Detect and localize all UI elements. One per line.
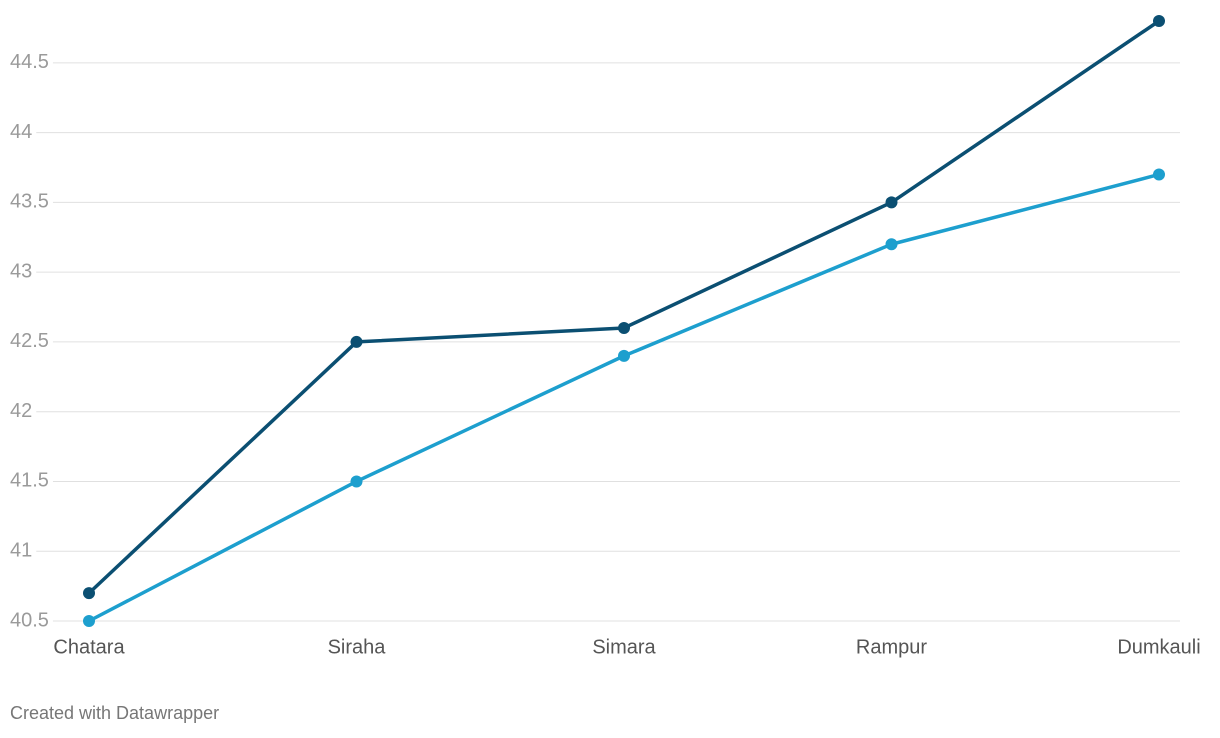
y-tick-label: 43 (10, 260, 32, 282)
y-tick-label-bg (0, 190, 53, 213)
y-tick-label-bg (0, 51, 53, 74)
footer: Created with Datawrapper (10, 703, 219, 723)
y-tick-label-bg (0, 260, 37, 283)
data-point (83, 587, 95, 600)
x-tick-label: Dumkauli (1117, 636, 1200, 658)
data-point (618, 349, 630, 362)
y-tick-label: 41 (10, 540, 32, 562)
y-tick-label: 44 (10, 121, 32, 143)
data-point (1153, 168, 1165, 181)
y-tick-label-bg (0, 399, 37, 422)
data-point (350, 475, 363, 488)
series-line (88, 172, 1160, 623)
y-tick-label-bg (0, 609, 53, 632)
y-tick-label: 43.5 (10, 191, 49, 213)
data-point (350, 335, 363, 348)
data-point (1153, 15, 1165, 27)
data-point (885, 196, 898, 209)
y-tick-label: 40.5 (10, 609, 49, 631)
x-tick-label: Rampur (856, 636, 927, 658)
y-tick-label: 41.5 (10, 470, 49, 492)
x-tick-label: Simara (592, 636, 656, 658)
data-point (618, 321, 630, 334)
x-tick-label: Siraha (328, 636, 387, 658)
x-tick-label: Chatara (53, 636, 125, 658)
data-point (83, 615, 95, 627)
y-tick-label-bg (0, 120, 37, 143)
y-tick-label-bg (0, 469, 53, 492)
y-tick-label: 44.5 (10, 51, 49, 73)
y-tick-label-bg (0, 330, 53, 353)
y-tick-label: 42 (10, 400, 32, 422)
data-point (885, 238, 898, 251)
y-tick-label-bg (0, 539, 37, 562)
y-tick-label: 42.5 (10, 330, 49, 352)
series-line (87, 19, 1160, 595)
